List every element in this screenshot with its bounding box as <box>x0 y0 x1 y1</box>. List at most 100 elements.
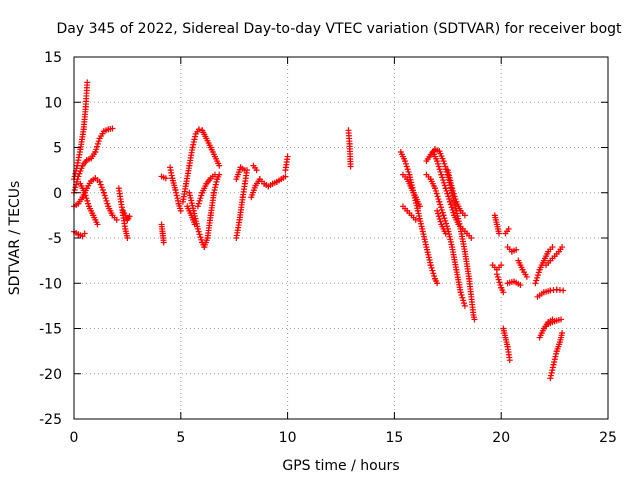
data-point <box>549 316 556 323</box>
data-point <box>494 273 501 280</box>
data-point <box>558 316 565 323</box>
y-tick-label: -15 <box>39 322 62 338</box>
y-tick-label: 0 <box>53 186 62 202</box>
data-point <box>449 206 456 213</box>
data-point <box>211 171 218 178</box>
data-point <box>433 190 440 197</box>
data-point <box>198 192 205 199</box>
y-tick-label: -25 <box>39 412 62 428</box>
data-point <box>435 163 442 170</box>
data-point <box>195 126 202 133</box>
data-point <box>517 282 524 289</box>
data-point <box>403 163 410 170</box>
data-points <box>71 79 567 382</box>
data-point <box>162 175 169 182</box>
x-tick-label: 0 <box>70 430 79 446</box>
data-point <box>81 189 88 196</box>
data-point <box>547 375 554 382</box>
data-point <box>93 146 100 153</box>
data-point <box>437 201 444 208</box>
data-point <box>447 201 454 208</box>
data-point <box>99 187 106 194</box>
data-point <box>190 139 197 146</box>
data-point <box>92 149 99 156</box>
data-point <box>457 289 464 296</box>
data-point <box>73 178 80 185</box>
y-tick-label: -10 <box>39 276 62 292</box>
data-point <box>460 297 467 304</box>
data-point <box>552 353 559 360</box>
data-point <box>534 274 541 281</box>
data-point <box>104 200 111 207</box>
data-point <box>109 125 116 132</box>
data-point <box>442 185 449 192</box>
data-point <box>468 235 475 241</box>
data-point <box>533 277 540 284</box>
data-point <box>461 212 468 219</box>
data-point <box>98 184 105 191</box>
data-point <box>498 262 505 269</box>
grid-lines <box>74 57 608 419</box>
x-axis-label: GPS time / hours <box>282 458 399 474</box>
data-point <box>548 369 555 376</box>
data-point <box>550 361 557 368</box>
data-point <box>429 267 436 274</box>
data-point <box>194 225 201 232</box>
x-tick-label: 5 <box>176 430 185 446</box>
data-point <box>549 367 556 374</box>
data-point <box>94 143 101 150</box>
data-point <box>212 181 219 188</box>
data-point <box>404 166 411 173</box>
data-point <box>441 160 448 167</box>
data-point <box>71 187 78 194</box>
data-point <box>213 178 220 185</box>
y-tick-label: -20 <box>39 367 62 383</box>
data-point <box>449 185 456 192</box>
data-point <box>95 138 102 145</box>
data-point <box>442 163 449 170</box>
data-point <box>438 206 445 213</box>
data-point <box>76 170 83 177</box>
data-point <box>495 276 502 283</box>
y-tick-label: 5 <box>53 141 62 157</box>
data-point <box>241 167 248 174</box>
data-point <box>81 230 88 237</box>
data-point <box>198 236 205 243</box>
data-point <box>549 364 556 371</box>
data-point <box>451 193 458 200</box>
data-point <box>284 153 291 160</box>
data-point <box>196 197 203 204</box>
data-point <box>436 215 443 222</box>
data-point <box>160 239 167 246</box>
data-point <box>443 220 450 227</box>
data-point <box>496 279 503 286</box>
data-point <box>405 168 412 175</box>
data-point <box>532 280 539 287</box>
data-point <box>440 212 447 219</box>
data-point <box>126 213 133 220</box>
data-point <box>551 356 558 363</box>
data-point <box>427 262 434 269</box>
chart-title: Day 345 of 2022, Sidereal Day-to-day VTE… <box>56 21 622 37</box>
data-point <box>534 272 541 279</box>
data-point <box>461 302 468 309</box>
data-point <box>85 200 92 207</box>
data-point <box>84 197 91 204</box>
data-point <box>437 204 444 211</box>
data-point <box>450 209 457 216</box>
data-point <box>434 193 441 200</box>
data-point <box>436 198 443 205</box>
data-point <box>535 269 542 276</box>
data-point <box>437 168 444 175</box>
data-point <box>435 196 442 203</box>
data-point <box>440 177 447 184</box>
data-point <box>442 230 449 237</box>
data-point <box>197 195 204 202</box>
data-point <box>500 289 507 296</box>
data-point <box>559 330 566 337</box>
data-point <box>559 244 566 251</box>
data-point <box>513 246 520 253</box>
data-point <box>458 292 465 299</box>
data-point <box>192 133 199 140</box>
